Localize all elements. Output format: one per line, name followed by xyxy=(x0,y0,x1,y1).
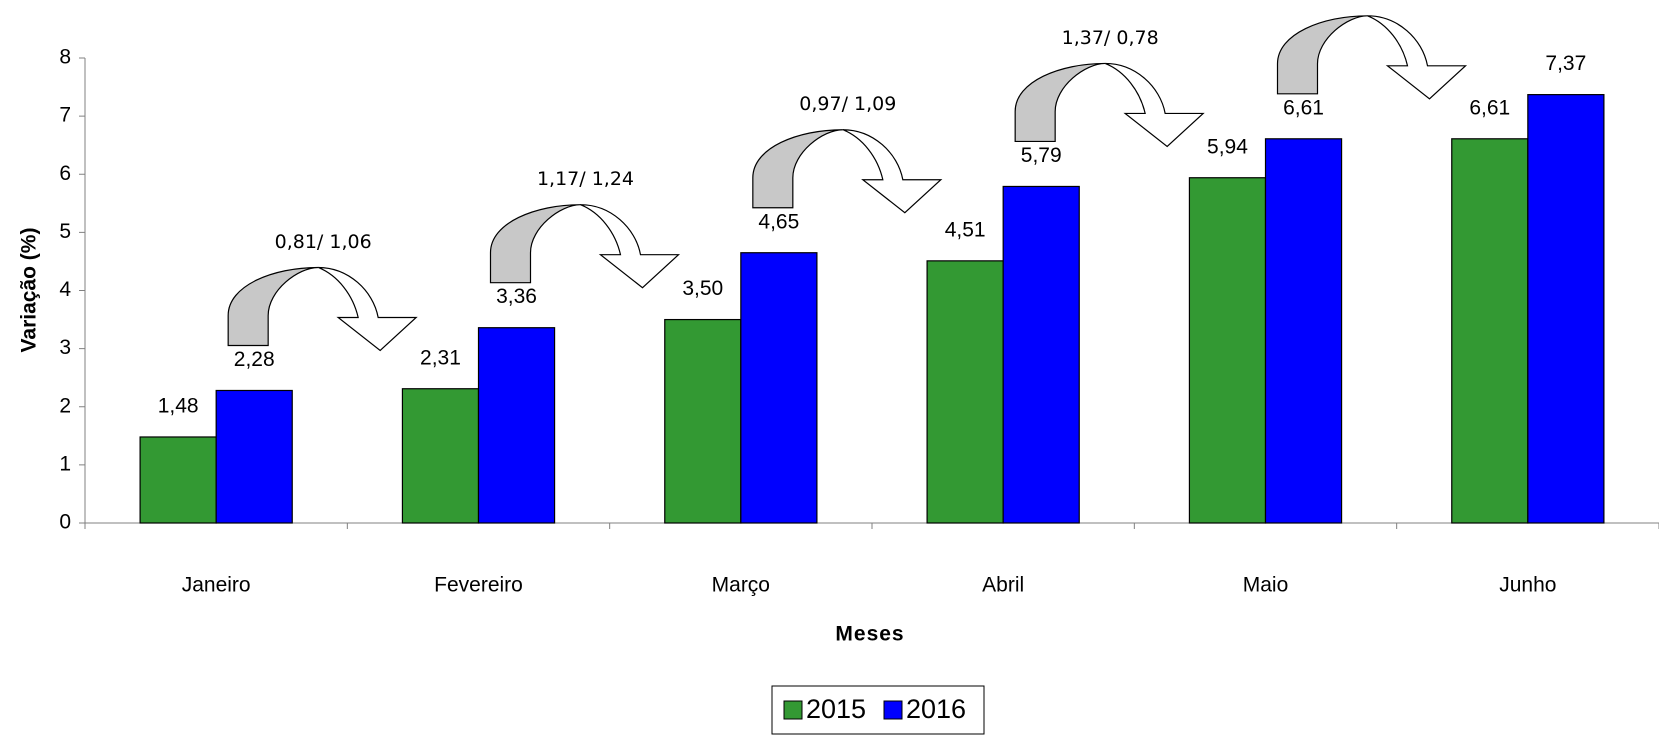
y-tick-label: 4 xyxy=(59,278,71,301)
arrow-tail xyxy=(227,266,319,347)
value-label: 6,61 xyxy=(1283,96,1324,119)
legend-swatch xyxy=(783,700,803,720)
legend-label: 2016 xyxy=(906,694,966,724)
value-label: 2,31 xyxy=(420,346,461,369)
arrow-tail xyxy=(1014,62,1106,143)
annotation-arrow xyxy=(1276,15,1468,100)
value-label: 1,48 xyxy=(158,395,199,418)
bar xyxy=(215,389,293,524)
annotation-arrow xyxy=(227,266,418,352)
value-label: 5,94 xyxy=(1207,135,1248,158)
annotation: 1,37/ 0,78 xyxy=(1062,27,1159,49)
x-tick-label: Junho xyxy=(1499,574,1556,597)
value-label: 4,65 xyxy=(758,210,799,233)
annotation-arrow xyxy=(752,129,943,214)
legend-box xyxy=(771,685,985,735)
value-label: 3,50 xyxy=(682,277,723,300)
arrow-tail xyxy=(489,204,581,284)
value-label: 2,28 xyxy=(234,348,275,371)
arrow-head xyxy=(842,129,943,214)
arrow-head xyxy=(1367,15,1468,100)
x-axis-label: Meses xyxy=(835,623,904,646)
y-tick-label: 8 xyxy=(59,46,71,69)
bar xyxy=(664,318,742,524)
y-tick-label: 7 xyxy=(59,104,71,127)
bar xyxy=(1188,177,1267,524)
legend-label: 2015 xyxy=(806,694,866,724)
annotation: 0,81/ 1,06 xyxy=(275,231,372,253)
x-tick-label: Maio xyxy=(1243,574,1289,597)
bar xyxy=(139,436,217,524)
y-tick-label: 6 xyxy=(59,162,71,185)
annotation: 0,63 / 0,71 xyxy=(1321,0,1424,1)
arrow-head xyxy=(580,204,681,289)
x-tick-label: Março xyxy=(712,574,770,597)
y-tick-label: 2 xyxy=(59,394,71,417)
value-label: 6,61 xyxy=(1469,96,1510,119)
y-tick-label: 1 xyxy=(59,452,71,475)
annotation-arrow xyxy=(1014,62,1205,148)
x-tick-label: Janeiro xyxy=(182,574,251,597)
y-axis-label: Variação (%) xyxy=(18,228,41,353)
y-tick-label: 5 xyxy=(59,220,71,243)
bar xyxy=(477,327,556,524)
annotation: 0,97/ 1,09 xyxy=(799,93,896,115)
bar xyxy=(401,388,480,524)
arrow-head xyxy=(317,266,418,352)
annotation-arrow xyxy=(489,204,681,289)
x-tick-label: Fevereiro xyxy=(434,574,523,597)
value-label: 5,79 xyxy=(1021,144,1062,167)
bar xyxy=(1527,94,1605,524)
bar xyxy=(1002,185,1080,524)
x-tick-label: Abril xyxy=(982,574,1024,597)
bar xyxy=(740,252,818,524)
arrow-head xyxy=(1104,62,1205,148)
bar xyxy=(1264,138,1343,524)
value-label: 3,36 xyxy=(496,285,537,308)
bar xyxy=(926,260,1004,524)
value-label: 7,37 xyxy=(1545,52,1586,75)
y-tick-label: 0 xyxy=(59,511,71,534)
y-tick-label: 3 xyxy=(59,336,71,359)
value-label: 4,51 xyxy=(945,218,986,241)
annotation: 1,17/ 1,24 xyxy=(537,168,634,190)
arrow-tail xyxy=(752,129,843,209)
arrow-tail xyxy=(1276,15,1368,95)
legend-swatch xyxy=(883,700,903,720)
bar xyxy=(1451,138,1529,524)
